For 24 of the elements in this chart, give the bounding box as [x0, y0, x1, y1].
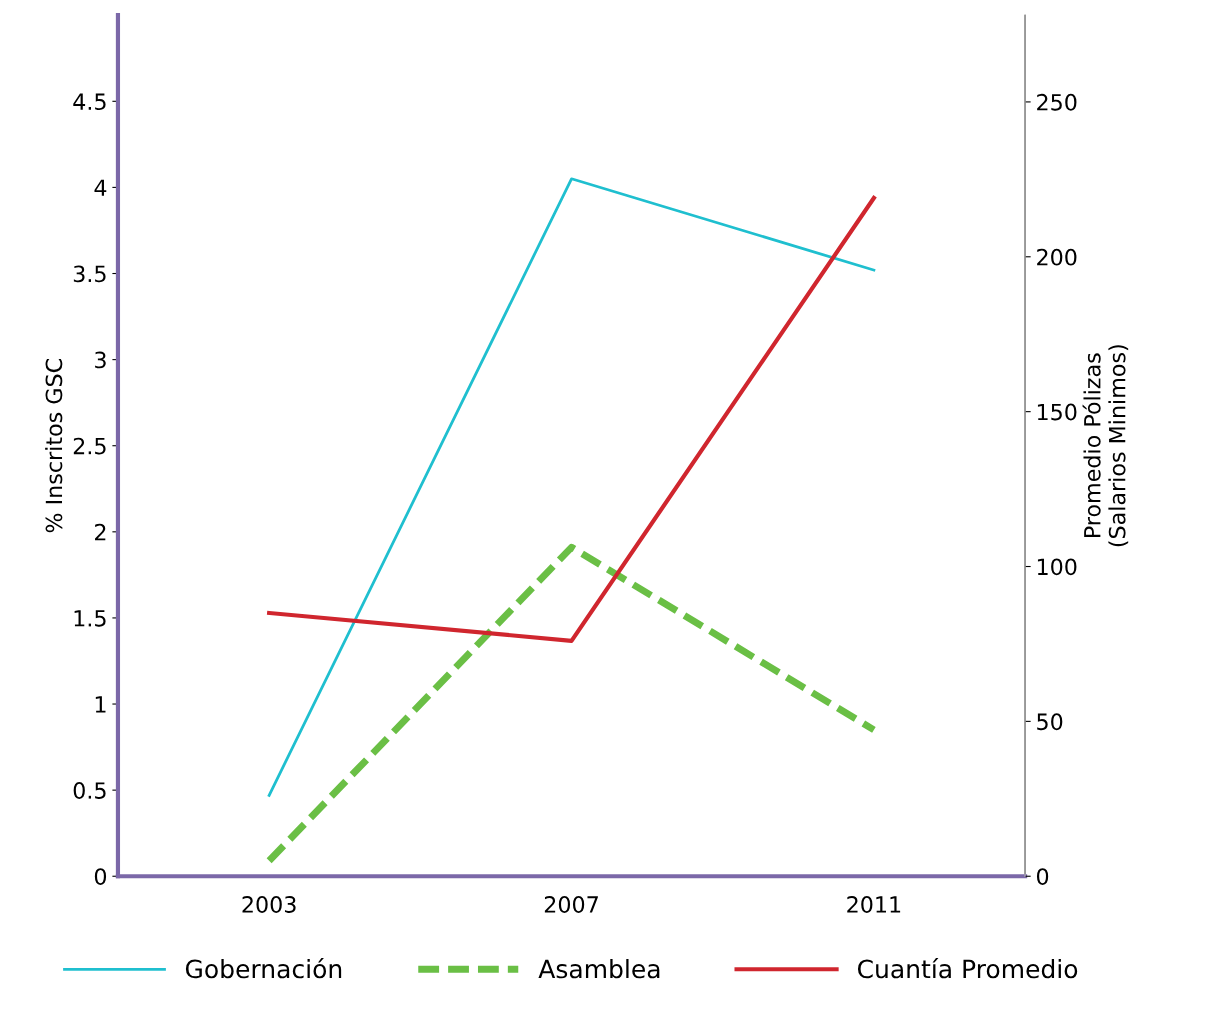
y-tick-label: 4	[94, 179, 107, 196]
y-tick-label: 0	[94, 868, 107, 885]
y-tick-label: 2.5	[73, 437, 106, 455]
y-tick-label: 3.5	[73, 265, 106, 283]
y2-tick-label: 0	[1036, 868, 1049, 885]
y2-tick-label: 50	[1037, 713, 1063, 731]
legend-label: Gobernación	[185, 958, 342, 979]
y-tick-label: 1.5	[74, 610, 106, 627]
y-axis-title: % Inscritos GSC	[45, 359, 63, 533]
y2-tick-label: 150	[1037, 403, 1077, 421]
x-tick-label: 2003	[242, 896, 296, 913]
legend-label: Cuantía Promedio	[857, 958, 1078, 979]
y2-tick-label: 250	[1037, 93, 1077, 111]
y-tick-label: 4.5	[73, 93, 106, 111]
y2-tick-label: 200	[1037, 248, 1077, 266]
y2-axis-title: Promedio Pólizas (Salarios Minimos)	[1082, 345, 1129, 547]
y-tick-label: 3	[95, 351, 106, 369]
x-tick-label: 2007	[544, 896, 598, 913]
y-tick-label: 0.5	[73, 782, 106, 799]
legend-label: Asamblea	[538, 959, 660, 979]
y-tick-label: 1	[95, 696, 106, 713]
y2-tick-label: 100	[1037, 558, 1077, 576]
x-tick-label: 2011	[847, 896, 901, 913]
y-tick-label: 2	[95, 523, 106, 541]
